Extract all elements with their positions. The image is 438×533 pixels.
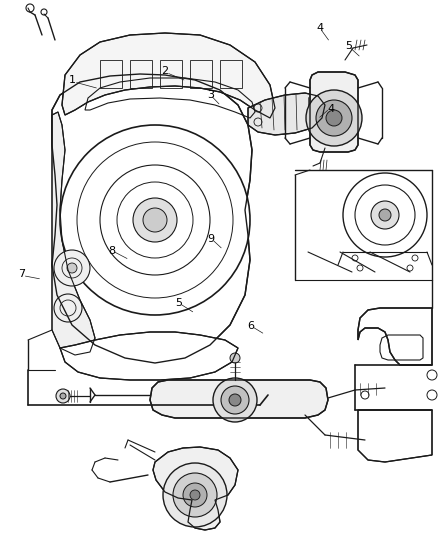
Text: 2: 2 xyxy=(161,66,168,76)
Text: 4: 4 xyxy=(316,23,323,33)
Circle shape xyxy=(371,201,399,229)
Bar xyxy=(220,60,242,88)
Circle shape xyxy=(316,100,352,136)
Circle shape xyxy=(54,250,90,286)
Bar xyxy=(160,60,182,88)
Circle shape xyxy=(190,490,200,500)
Bar xyxy=(190,60,212,88)
Text: 4: 4 xyxy=(327,104,334,114)
Circle shape xyxy=(60,393,66,399)
Circle shape xyxy=(229,394,241,406)
Circle shape xyxy=(173,473,217,517)
Text: 3: 3 xyxy=(207,90,214,100)
Circle shape xyxy=(306,90,362,146)
Circle shape xyxy=(379,209,391,221)
Polygon shape xyxy=(248,93,325,135)
Text: 9: 9 xyxy=(208,234,215,244)
Circle shape xyxy=(143,208,167,232)
Circle shape xyxy=(183,483,207,507)
Circle shape xyxy=(54,294,82,322)
Circle shape xyxy=(133,198,177,242)
Polygon shape xyxy=(62,33,275,118)
Circle shape xyxy=(67,263,77,273)
Circle shape xyxy=(326,110,342,126)
Text: 6: 6 xyxy=(247,321,254,331)
Circle shape xyxy=(343,173,427,257)
Text: 8: 8 xyxy=(108,246,115,255)
Text: 7: 7 xyxy=(18,270,25,279)
Polygon shape xyxy=(310,72,358,152)
Polygon shape xyxy=(150,380,328,418)
Polygon shape xyxy=(358,410,432,462)
Text: 1: 1 xyxy=(69,75,76,85)
Circle shape xyxy=(221,386,249,414)
Polygon shape xyxy=(52,74,252,363)
Polygon shape xyxy=(52,112,95,355)
Polygon shape xyxy=(358,308,432,365)
Circle shape xyxy=(56,389,70,403)
Circle shape xyxy=(230,353,240,363)
Bar xyxy=(100,60,122,88)
Polygon shape xyxy=(60,332,238,380)
Text: 5: 5 xyxy=(345,41,352,51)
Circle shape xyxy=(163,463,227,527)
Circle shape xyxy=(213,378,257,422)
Circle shape xyxy=(60,125,250,315)
Text: 5: 5 xyxy=(175,298,182,308)
Bar xyxy=(130,60,152,88)
Polygon shape xyxy=(153,447,238,530)
